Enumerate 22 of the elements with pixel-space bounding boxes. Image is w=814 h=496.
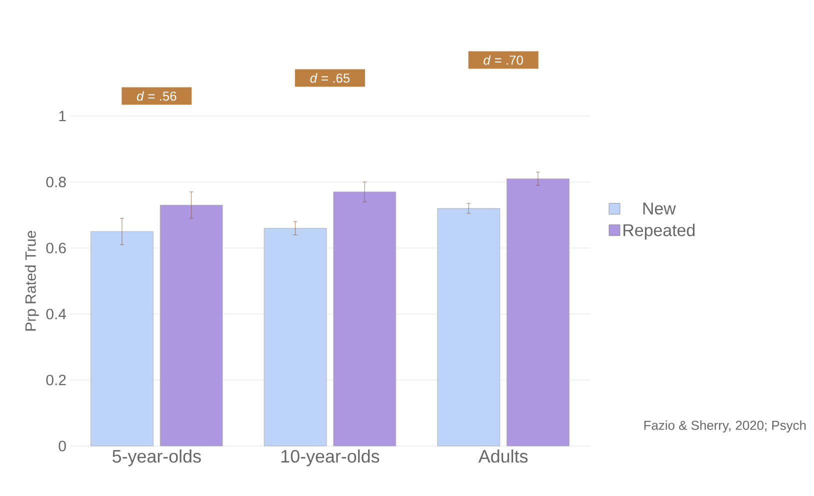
y-axis-title: Prp Rated True — [24, 230, 39, 331]
text: d = .56 — [136, 91, 176, 101]
y-tick-label: 0 — [58, 440, 66, 452]
text: d = .65 — [310, 73, 350, 83]
legend-label: Repeated — [624, 224, 695, 240]
x-tick-label: 5-year-olds — [112, 450, 201, 466]
bar — [506, 178, 570, 446]
legend-label: New — [643, 202, 676, 215]
x-tick-label: Adults — [478, 450, 528, 463]
y-tick-label: 0.4 — [46, 308, 66, 320]
x-tick-label: 10-year-olds — [282, 450, 380, 466]
y-tick-label: 0.8 — [46, 176, 66, 188]
bar — [437, 208, 500, 446]
text: Fazio & Sherry, 2020; Psych — [644, 420, 806, 432]
bar — [160, 204, 223, 446]
bar — [333, 192, 396, 446]
y-tick-label: 0.6 — [46, 242, 66, 254]
y-tick-label: 0.2 — [46, 374, 66, 386]
text: d = .70 — [484, 55, 523, 65]
y-tick-label: 1 — [59, 110, 66, 122]
bar — [264, 228, 327, 446]
bar — [90, 231, 154, 446]
